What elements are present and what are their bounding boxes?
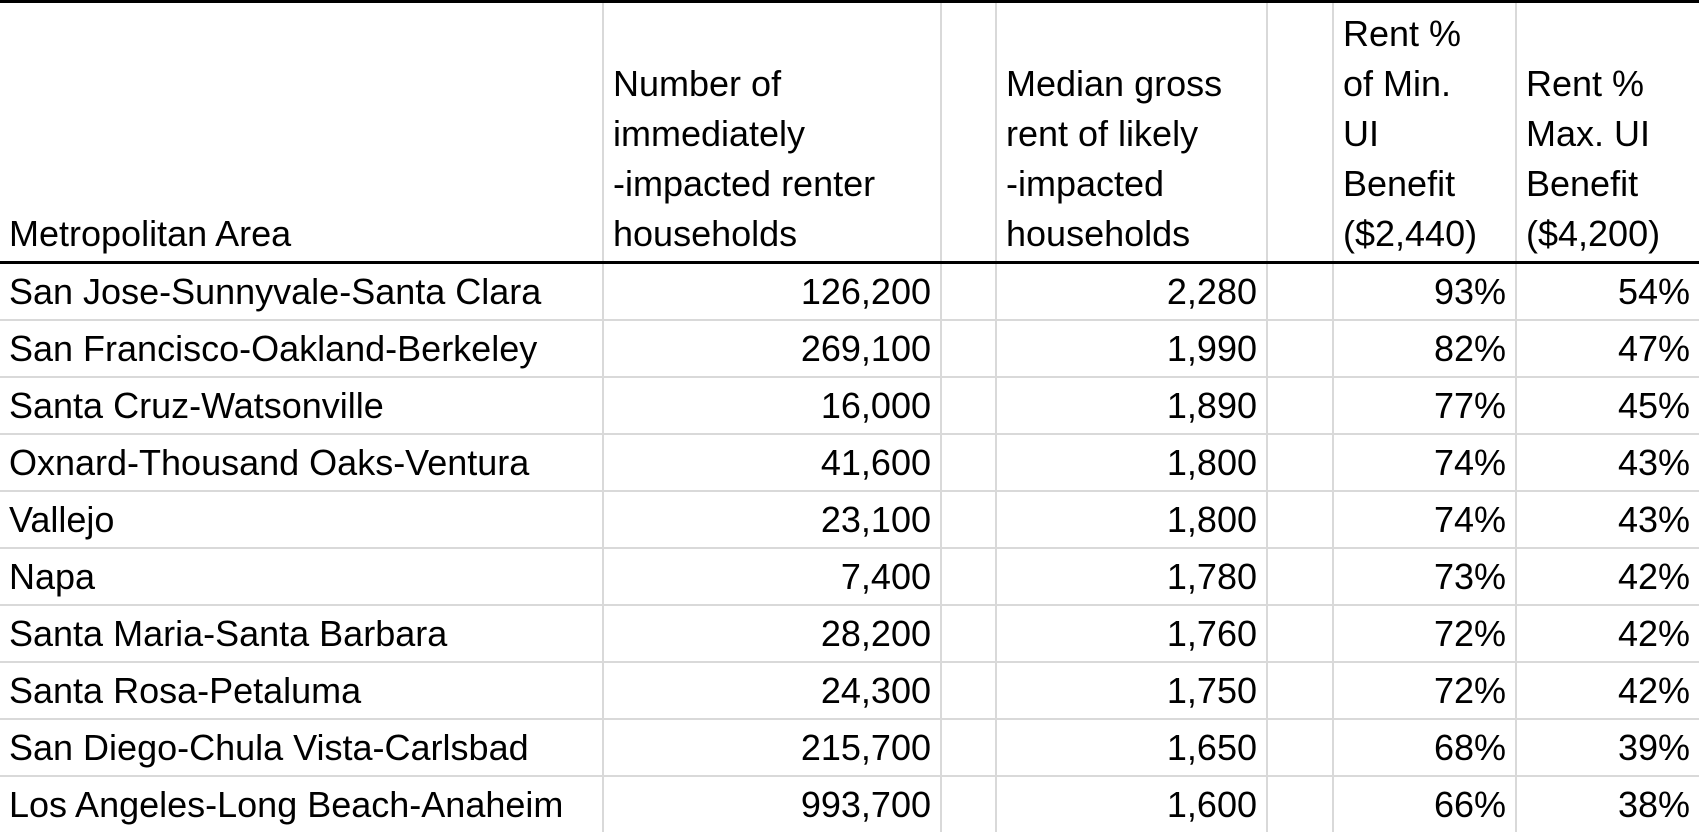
header-rent-pct-min[interactable]: Rent % of Min. UI Benefit ($2,440): [1333, 3, 1516, 263]
cell-rent-pct-min[interactable]: 66%: [1333, 776, 1516, 832]
cell-metropolitan-area[interactable]: Vallejo: [0, 491, 603, 548]
cell-empty[interactable]: [1267, 548, 1333, 605]
cell-empty[interactable]: [1267, 776, 1333, 832]
cell-rent-pct-max[interactable]: 42%: [1516, 548, 1699, 605]
cell-empty[interactable]: [941, 320, 996, 377]
cell-households[interactable]: 7,400: [603, 548, 941, 605]
cell-empty[interactable]: [1267, 491, 1333, 548]
cell-households[interactable]: 269,100: [603, 320, 941, 377]
cell-rent-pct-min[interactable]: 73%: [1333, 548, 1516, 605]
cell-rent-pct-min[interactable]: 74%: [1333, 491, 1516, 548]
data-table: Metropolitan Area Number of immediately …: [0, 3, 1699, 832]
cell-rent-pct-max[interactable]: 42%: [1516, 662, 1699, 719]
cell-rent-pct-max[interactable]: 39%: [1516, 719, 1699, 776]
cell-empty[interactable]: [941, 719, 996, 776]
cell-rent-pct-max[interactable]: 45%: [1516, 377, 1699, 434]
cell-households[interactable]: 126,200: [603, 263, 941, 321]
cell-median-rent[interactable]: 1,780: [996, 548, 1267, 605]
header-households[interactable]: Number of immediately -impacted renter h…: [603, 3, 941, 263]
header-rent-pct-max[interactable]: Rent % Max. UI Benefit ($4,200): [1516, 3, 1699, 263]
cell-rent-pct-max[interactable]: 43%: [1516, 491, 1699, 548]
header-max-label: Rent % Max. UI Benefit ($4,200): [1526, 59, 1690, 259]
cell-households[interactable]: 28,200: [603, 605, 941, 662]
cell-empty[interactable]: [941, 434, 996, 491]
cell-empty[interactable]: [1267, 320, 1333, 377]
cell-households[interactable]: 16,000: [603, 377, 941, 434]
cell-metropolitan-area[interactable]: Santa Maria-Santa Barbara: [0, 605, 603, 662]
cell-median-rent[interactable]: 1,600: [996, 776, 1267, 832]
header-rent-label: Median gross rent of likely -impacted ho…: [1006, 59, 1257, 259]
cell-households[interactable]: 993,700: [603, 776, 941, 832]
cell-households[interactable]: 215,700: [603, 719, 941, 776]
cell-metropolitan-area[interactable]: San Jose-Sunnyvale-Santa Clara: [0, 263, 603, 321]
cell-metropolitan-area[interactable]: Oxnard-Thousand Oaks-Ventura: [0, 434, 603, 491]
cell-rent-pct-min[interactable]: 72%: [1333, 605, 1516, 662]
cell-empty[interactable]: [1267, 719, 1333, 776]
cell-metropolitan-area[interactable]: San Francisco-Oakland-Berkeley: [0, 320, 603, 377]
header-empty-cell[interactable]: [941, 3, 996, 263]
cell-metropolitan-area[interactable]: Santa Rosa-Petaluma: [0, 662, 603, 719]
header-median-rent[interactable]: Median gross rent of likely -impacted ho…: [996, 3, 1267, 263]
cell-median-rent[interactable]: 1,650: [996, 719, 1267, 776]
cell-median-rent[interactable]: 1,750: [996, 662, 1267, 719]
cell-households[interactable]: 23,100: [603, 491, 941, 548]
cell-empty[interactable]: [941, 776, 996, 832]
cell-median-rent[interactable]: 1,890: [996, 377, 1267, 434]
header-row: Metropolitan Area Number of immediately …: [0, 3, 1699, 263]
cell-rent-pct-max[interactable]: 47%: [1516, 320, 1699, 377]
cell-median-rent[interactable]: 1,800: [996, 491, 1267, 548]
cell-median-rent[interactable]: 1,990: [996, 320, 1267, 377]
cell-metropolitan-area[interactable]: San Diego-Chula Vista-Carlsbad: [0, 719, 603, 776]
cell-empty[interactable]: [941, 377, 996, 434]
cell-empty[interactable]: [1267, 605, 1333, 662]
cell-median-rent[interactable]: 1,800: [996, 434, 1267, 491]
cell-rent-pct-min[interactable]: 93%: [1333, 263, 1516, 321]
cell-rent-pct-min[interactable]: 68%: [1333, 719, 1516, 776]
header-empty-cell[interactable]: [1267, 3, 1333, 263]
cell-empty[interactable]: [1267, 377, 1333, 434]
header-metro-label: Metropolitan Area: [9, 209, 593, 259]
cell-rent-pct-max[interactable]: 38%: [1516, 776, 1699, 832]
cell-metropolitan-area[interactable]: Napa: [0, 548, 603, 605]
cell-empty[interactable]: [941, 548, 996, 605]
header-households-label: Number of immediately -impacted renter h…: [613, 59, 931, 259]
cell-households[interactable]: 41,600: [603, 434, 941, 491]
header-metropolitan-area[interactable]: Metropolitan Area: [0, 3, 603, 263]
cell-rent-pct-min[interactable]: 82%: [1333, 320, 1516, 377]
cell-median-rent[interactable]: 2,280: [996, 263, 1267, 321]
cell-empty[interactable]: [1267, 662, 1333, 719]
cell-empty[interactable]: [941, 263, 996, 321]
cell-empty[interactable]: [1267, 434, 1333, 491]
cell-metropolitan-area[interactable]: Los Angeles-Long Beach-Anaheim: [0, 776, 603, 832]
cell-metropolitan-area[interactable]: Santa Cruz-Watsonville: [0, 377, 603, 434]
cell-rent-pct-min[interactable]: 72%: [1333, 662, 1516, 719]
cell-rent-pct-min[interactable]: 77%: [1333, 377, 1516, 434]
cell-households[interactable]: 24,300: [603, 662, 941, 719]
cell-rent-pct-max[interactable]: 43%: [1516, 434, 1699, 491]
cell-rent-pct-max[interactable]: 54%: [1516, 263, 1699, 321]
cell-empty[interactable]: [941, 491, 996, 548]
cell-median-rent[interactable]: 1,760: [996, 605, 1267, 662]
cell-rent-pct-max[interactable]: 42%: [1516, 605, 1699, 662]
cell-empty[interactable]: [941, 662, 996, 719]
header-min-label: Rent % of Min. UI Benefit ($2,440): [1343, 9, 1506, 259]
cell-rent-pct-min[interactable]: 74%: [1333, 434, 1516, 491]
cell-empty[interactable]: [941, 605, 996, 662]
cell-empty[interactable]: [1267, 263, 1333, 321]
